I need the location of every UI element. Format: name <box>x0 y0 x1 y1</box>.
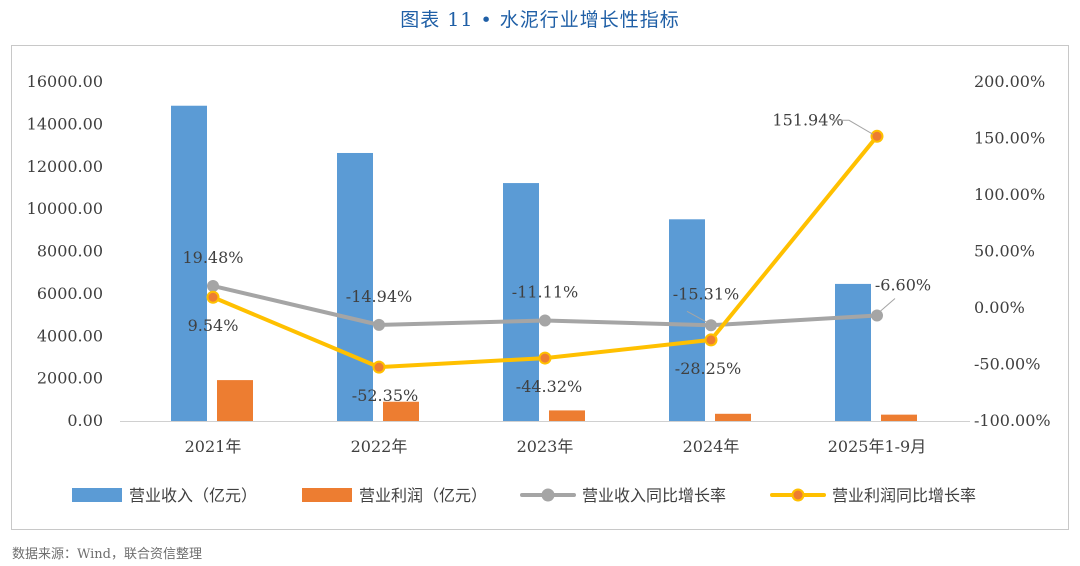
profit-growth-point <box>870 129 884 143</box>
profit-growth-data-label: 151.94% <box>772 110 843 129</box>
revenue-bar <box>669 219 705 421</box>
legend-marker <box>541 488 555 502</box>
data-label-leader <box>879 298 896 312</box>
legend-swatch <box>72 488 122 502</box>
profit-growth-point <box>372 360 386 374</box>
profit-growth-point <box>704 333 718 347</box>
revenue-growth-point <box>373 318 385 331</box>
data-label-leader <box>832 119 874 135</box>
revenue-growth-data-label: -6.60% <box>875 275 931 294</box>
revenue-growth-data-label: -15.31% <box>673 284 739 303</box>
revenue-growth-point <box>539 314 551 327</box>
x-axis-tick: 2021年 <box>185 437 242 456</box>
profit-bar <box>881 414 917 421</box>
x-axis-tick: 2024年 <box>683 437 740 456</box>
revenue-bar <box>337 152 373 421</box>
revenue-bar <box>835 283 871 421</box>
revenue-growth-point <box>207 279 219 292</box>
profit-bar <box>217 380 253 421</box>
profit-growth-line <box>211 134 879 370</box>
profit-growth-data-label: -28.25% <box>675 359 741 378</box>
revenue-growth-data-label: -14.94% <box>346 287 412 306</box>
figure-title: 图表 11 • 水泥行业增长性指标 <box>400 9 680 31</box>
profit-growth-point <box>538 351 552 365</box>
profit-growth-point <box>206 290 220 304</box>
profit-bar <box>715 413 751 421</box>
legend-label: 营业利润（亿元） <box>359 486 487 505</box>
x-axis-tick: 2025年1-9月 <box>828 437 927 456</box>
right-axis-tick: 150.00% <box>974 129 1045 148</box>
left-axis-tick: 6000.00 <box>37 284 103 303</box>
profit-growth-data-label: 9.54% <box>188 316 239 335</box>
legend-label: 营业收入同比增长率 <box>582 486 726 505</box>
legend-label: 营业收入（亿元） <box>129 486 257 505</box>
profit-growth-data-label: -52.35% <box>352 386 418 405</box>
profit-bar <box>383 401 419 421</box>
legend-marker <box>791 488 805 502</box>
x-axis-tick: 2022年 <box>351 437 408 456</box>
data-label-leader <box>686 310 708 323</box>
revenue-bar <box>503 183 539 421</box>
right-axis-tick: 100.00% <box>974 185 1045 204</box>
right-axis-tick: -100.00% <box>974 411 1051 430</box>
source-note: 数据来源：Wind，联合资信整理 <box>12 547 202 562</box>
legend-swatch <box>302 488 352 502</box>
left-axis-tick: 2000.00 <box>37 369 103 388</box>
right-axis-tick: 50.00% <box>974 242 1035 261</box>
profit-growth-data-label: -44.32% <box>516 377 582 396</box>
profit-bar <box>549 410 585 421</box>
left-axis-tick: 16000.00 <box>27 72 103 91</box>
chart-frame <box>11 45 1069 530</box>
left-axis-tick: 4000.00 <box>37 326 103 345</box>
revenue-growth-data-label: -11.11% <box>512 283 578 302</box>
left-axis-tick: 10000.00 <box>27 199 103 218</box>
left-axis-tick: 0.00 <box>67 411 103 430</box>
left-axis-tick: 12000.00 <box>27 157 103 176</box>
left-axis-tick: 14000.00 <box>27 114 103 133</box>
legend-label: 营业利润同比增长率 <box>832 486 976 505</box>
left-axis-tick: 8000.00 <box>37 242 103 261</box>
revenue-growth-data-label: 19.48% <box>182 248 243 267</box>
right-axis-tick: -50.00% <box>974 355 1040 374</box>
revenue-growth-point <box>705 319 717 332</box>
right-axis-tick: 0.00% <box>974 298 1025 317</box>
right-axis-tick: 200.00% <box>974 72 1045 91</box>
x-axis-tick: 2023年 <box>517 437 574 456</box>
revenue-bar <box>171 105 207 421</box>
revenue-growth-point <box>871 309 883 322</box>
